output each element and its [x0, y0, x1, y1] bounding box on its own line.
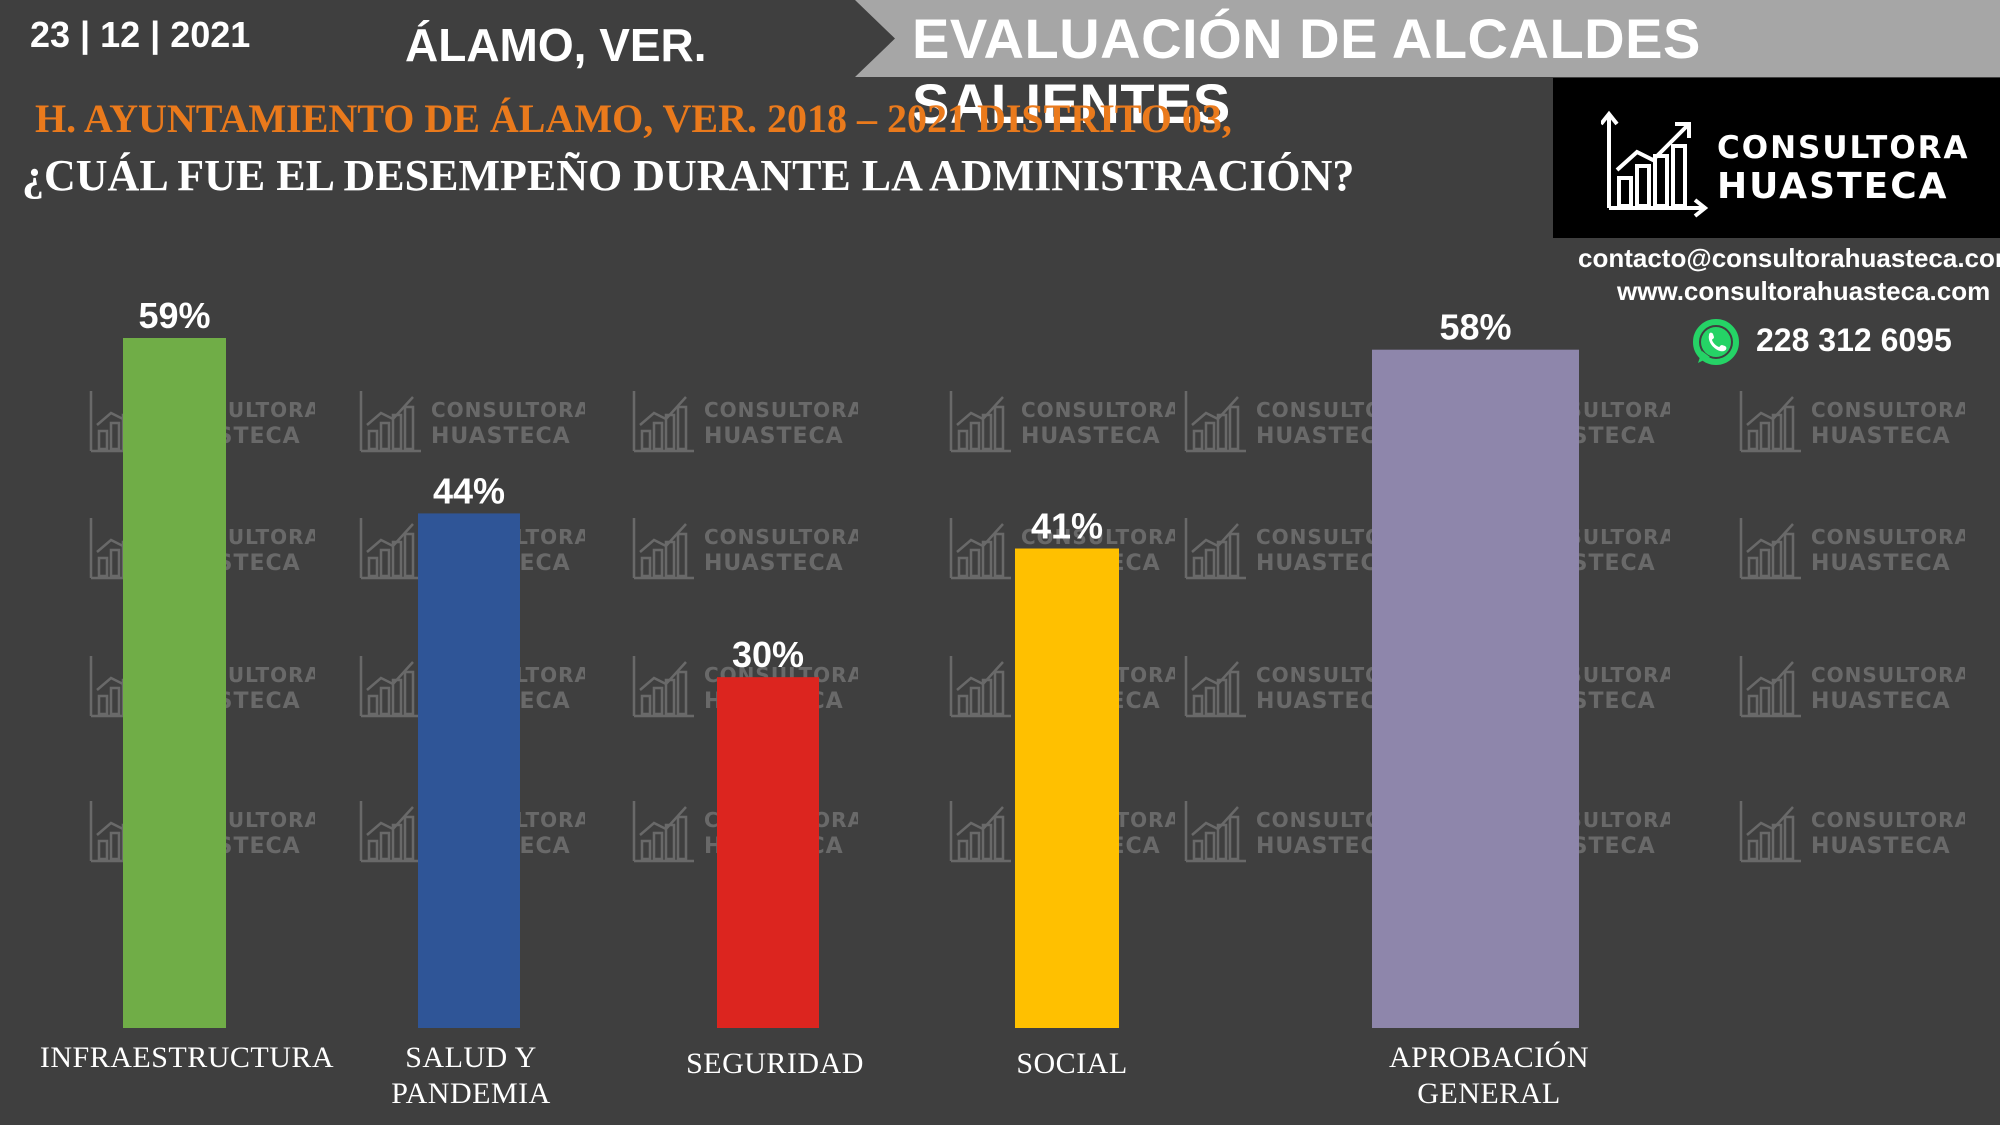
contact-email[interactable]: contacto@consultorahuasteca.com [1578, 243, 2000, 273]
subtitle-municipality: H. AYUNTAMIENTO DE ÁLAMO, VER. 2018 – 20… [35, 96, 1232, 141]
category-label: INFRAESTRUCTURA [39, 1041, 335, 1074]
brand-logo-box [1553, 78, 2000, 238]
title-banner [855, 0, 2000, 77]
bar-value-label: 44% [433, 470, 505, 511]
growth-chart-icon [1601, 110, 1709, 218]
date-label: 23 | 12 | 2021 [30, 14, 251, 55]
page-title: EVALUACIÓN DE ALCALDES SALIENTES [912, 7, 1701, 135]
bar-value-label: 41% [1031, 506, 1103, 547]
city-label: ÁLAMO, VER. [405, 19, 707, 71]
bar-salud-y-pandemia [418, 513, 520, 1028]
contact-website[interactable]: www.consultorahuasteca.com [1617, 276, 1991, 306]
category-label: SALUD Y PANDEMIA [391, 1041, 551, 1110]
bar-value-label: 30% [732, 634, 804, 675]
bar-value-label: 58% [1439, 307, 1511, 348]
whatsapp-icon [1693, 319, 1739, 365]
subtitle-question: ¿CUÁL FUE EL DESEMPEÑO DURANTE LA ADMINI… [22, 151, 1355, 200]
brand-name-line2: HUASTECA [1717, 166, 1949, 207]
bar-aprobación-general [1372, 349, 1579, 1028]
bar-infraestructura [123, 338, 226, 1028]
contact-phone[interactable]: 228 312 6095 [1756, 322, 1952, 358]
category-label: SOCIAL [1016, 1047, 1128, 1080]
bar-social [1015, 548, 1119, 1028]
category-label: APROBACIÓN GENERAL [1388, 1041, 1590, 1110]
bar-value-label: 59% [138, 295, 210, 336]
bar-seguridad [717, 677, 819, 1028]
brand-name-line1: CONSULTORA [1717, 130, 1970, 166]
category-label: SEGURIDAD [686, 1047, 864, 1080]
